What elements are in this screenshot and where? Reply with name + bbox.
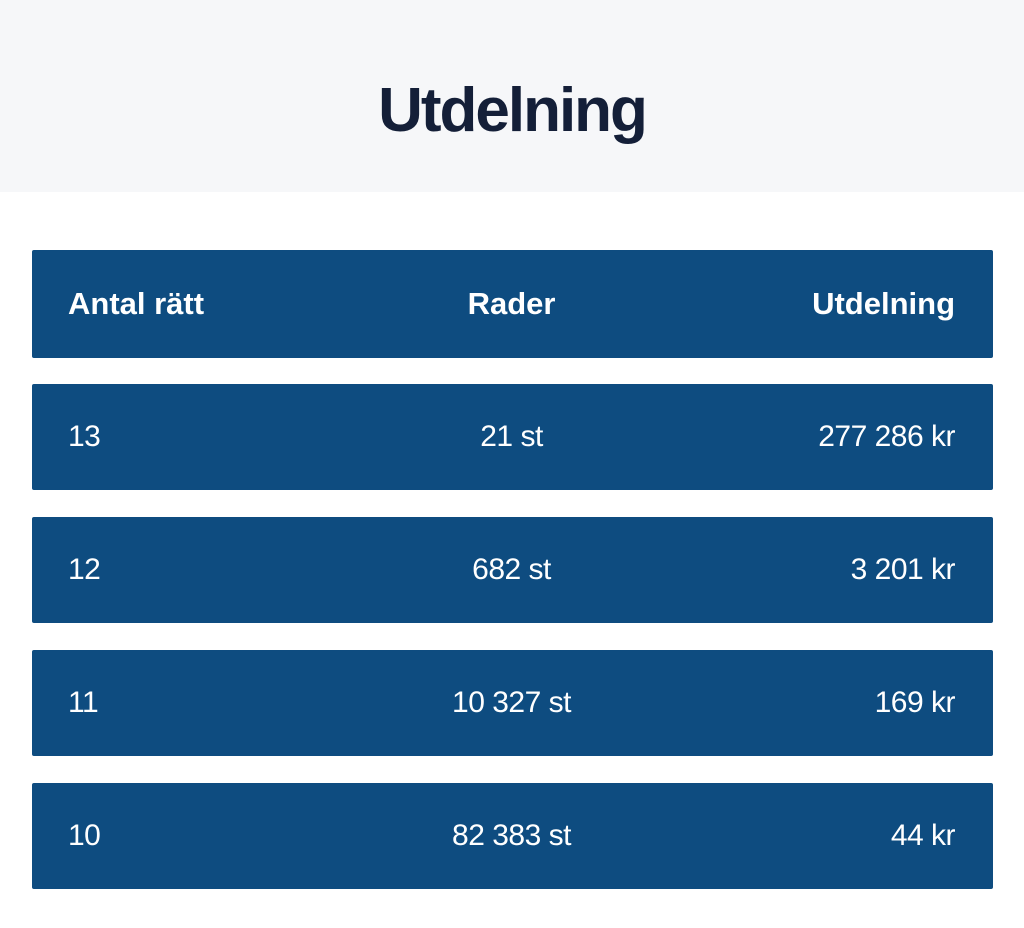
- column-header-antal-ratt: Antal rätt: [68, 286, 205, 321]
- table-row: 10 82 383 st 44 kr: [32, 783, 993, 889]
- table-row: 11 10 327 st 169 kr: [32, 650, 993, 756]
- cell-antal-ratt: 11: [68, 686, 99, 719]
- cell-utdelning: 44 kr: [890, 819, 956, 852]
- cell-utdelning: 3 201 kr: [850, 553, 956, 586]
- cell-utdelning: 277 286 kr: [818, 420, 956, 453]
- cell-rader: 21 st: [480, 420, 543, 453]
- column-header-utdelning: Utdelning: [812, 286, 956, 321]
- column-header-rader: Rader: [467, 286, 556, 321]
- table-row: 13 21 st 277 286 kr: [32, 384, 993, 490]
- payout-table: Antal rätt Rader Utdelning 13 21 st 277 …: [32, 250, 993, 889]
- cell-antal-ratt: 10: [68, 819, 101, 852]
- cell-antal-ratt: 12: [68, 553, 101, 586]
- page-title: Utdelning: [378, 75, 648, 145]
- cell-rader: 10 327 st: [452, 686, 571, 719]
- cell-utdelning: 169 kr: [874, 686, 956, 719]
- cell-antal-ratt: 13: [68, 420, 101, 453]
- cell-rader: 82 383 st: [452, 819, 571, 852]
- table-row: 12 682 st 3 201 kr: [32, 517, 993, 623]
- hero-banner: Utdelning: [0, 0, 1024, 192]
- cell-rader: 682 st: [472, 553, 551, 586]
- table-header-row: Antal rätt Rader Utdelning: [32, 250, 993, 358]
